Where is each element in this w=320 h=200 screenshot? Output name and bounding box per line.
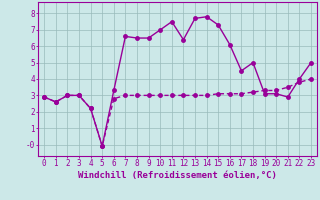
X-axis label: Windchill (Refroidissement éolien,°C): Windchill (Refroidissement éolien,°C) bbox=[78, 171, 277, 180]
